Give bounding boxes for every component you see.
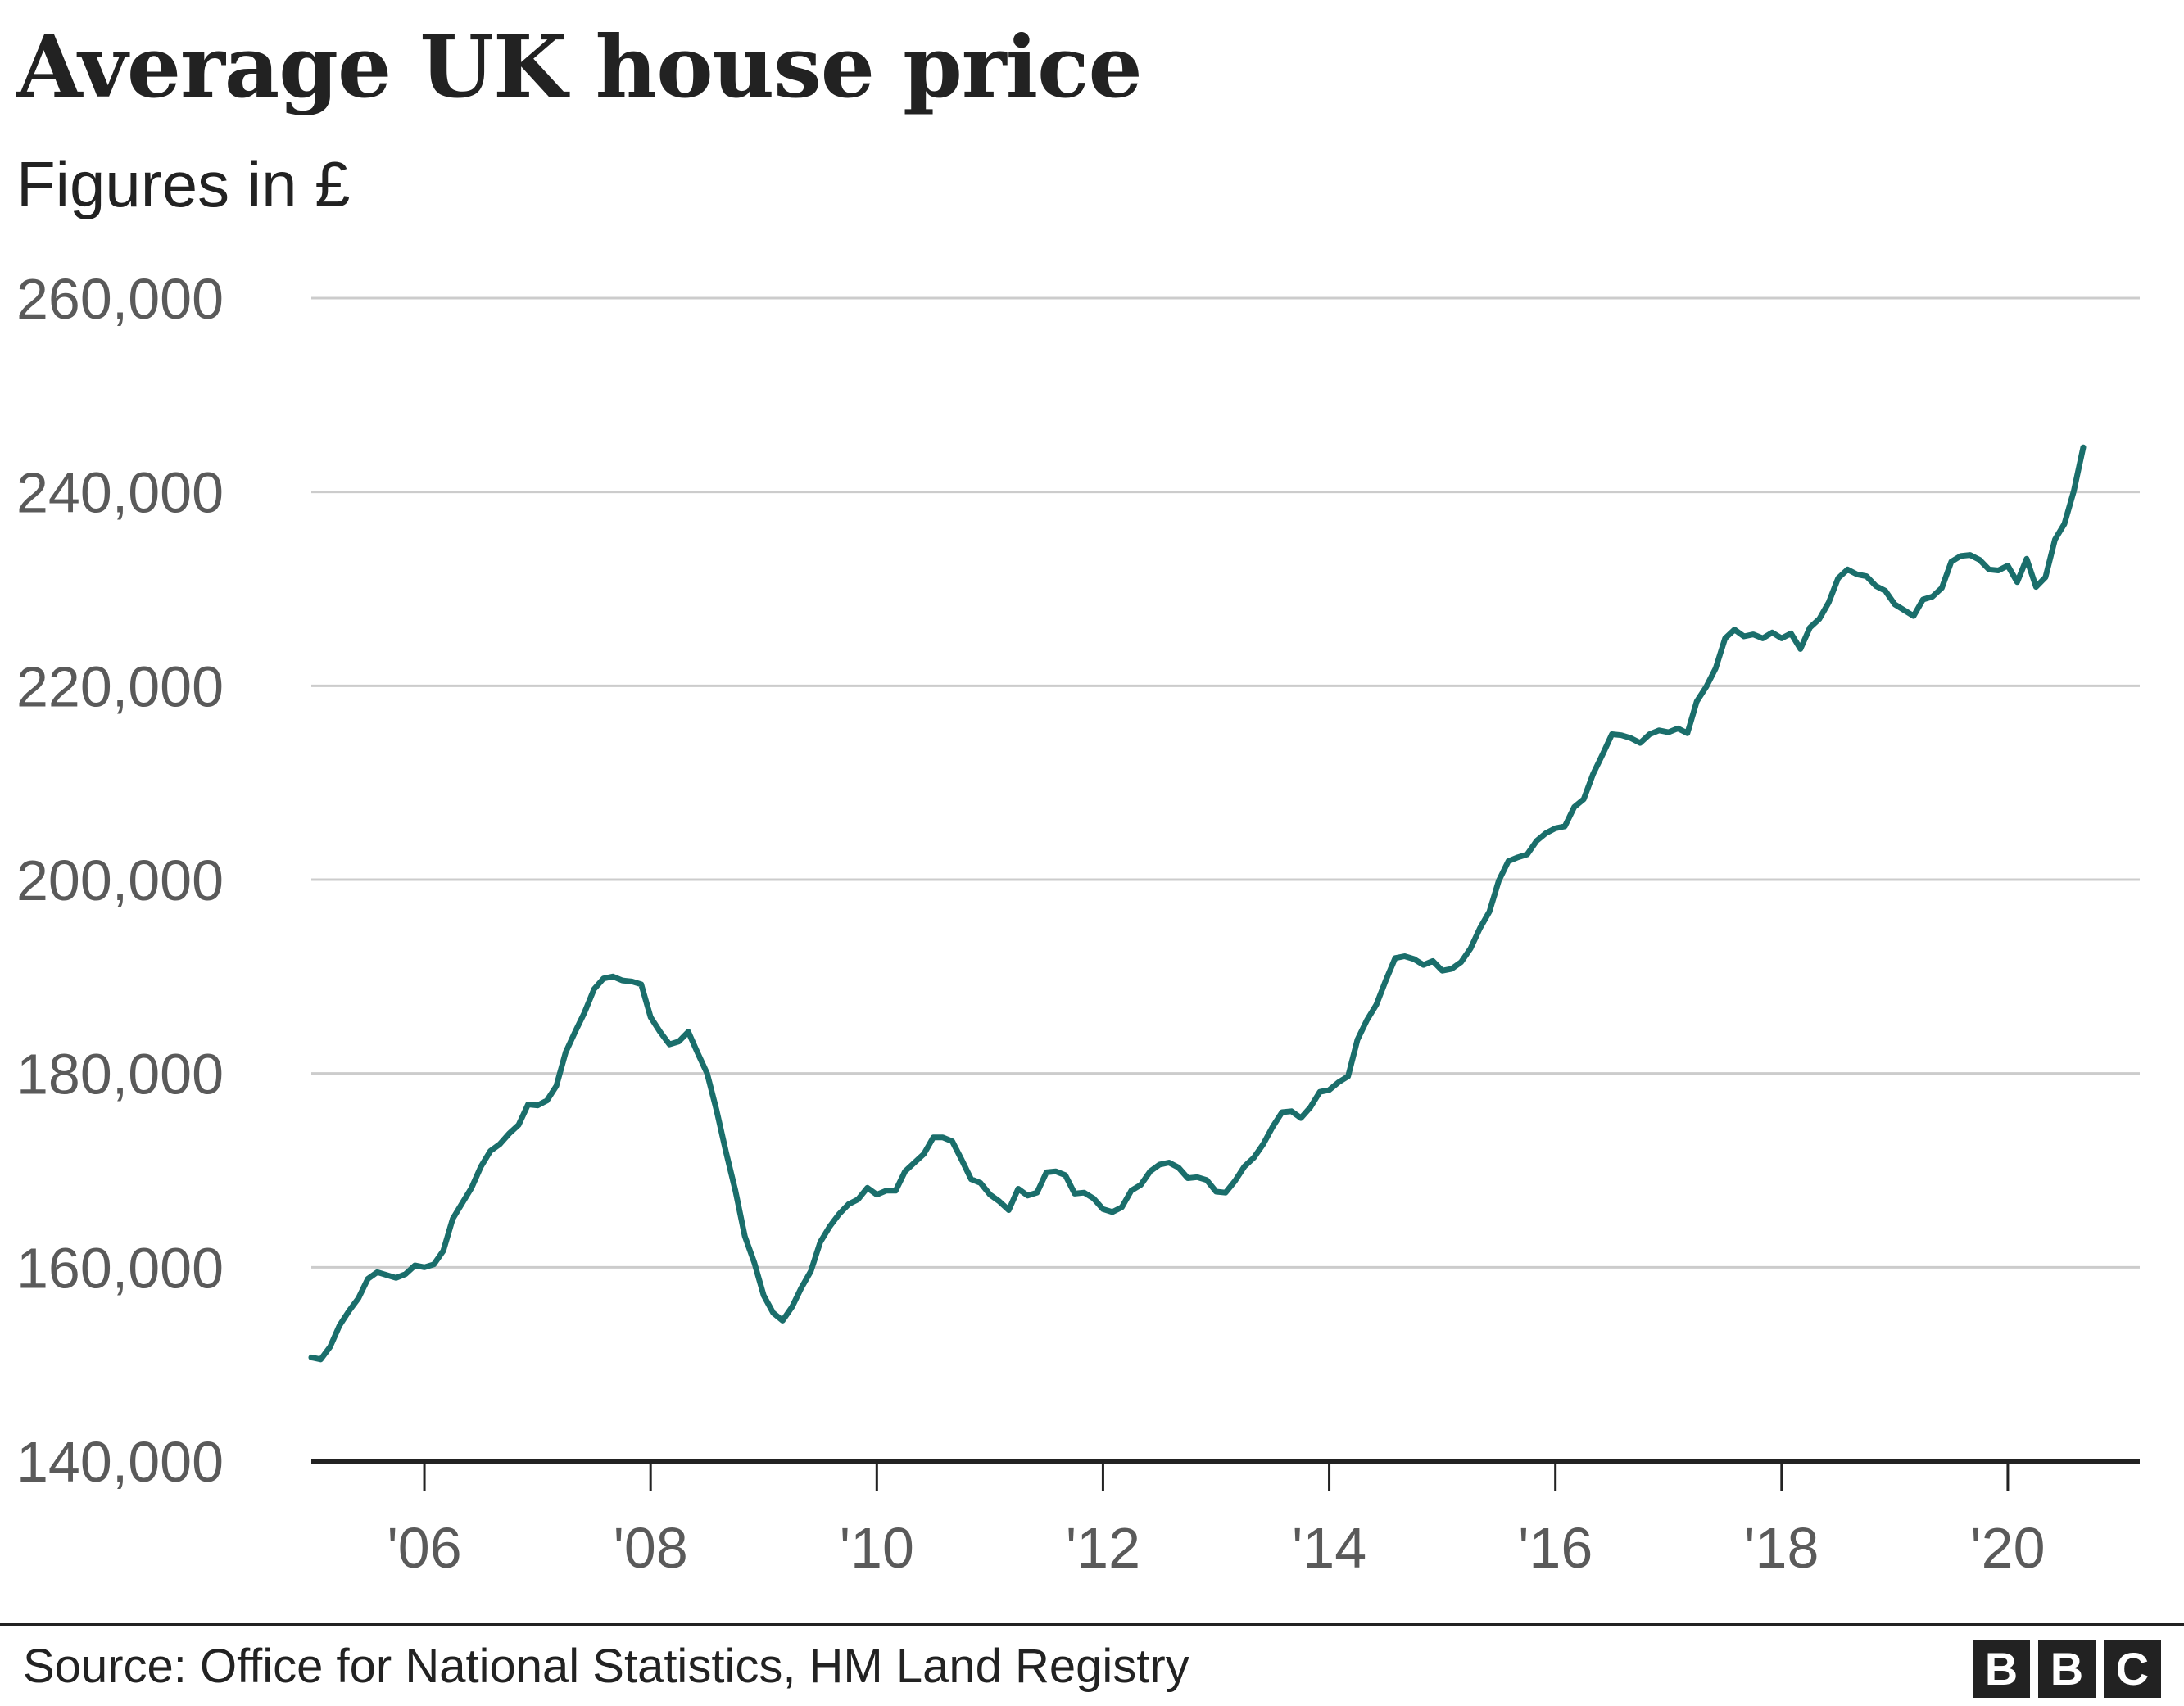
y-axis-tick-labels: 140,000 160,000 180,000 200,000 220,000 240,0…: [16, 267, 224, 1494]
x-tick-label: '20: [1970, 1516, 2045, 1580]
x-tick-label: '14: [1292, 1516, 1366, 1580]
y-tick-label: 240,000: [16, 461, 224, 525]
y-tick-label: 160,000: [16, 1236, 224, 1300]
bbc-logo-letter-3: C: [2104, 1640, 2161, 1698]
x-tick-label: '16: [1518, 1516, 1593, 1580]
x-tick-label: '08: [614, 1516, 688, 1580]
footer-divider: [0, 1623, 2184, 1626]
x-tick-label: '18: [1744, 1516, 1819, 1580]
x-tick-label: '12: [1066, 1516, 1140, 1580]
bbc-logo-letter-2: B: [2038, 1640, 2096, 1698]
bbc-logo-letter-1: B: [1973, 1640, 2030, 1698]
x-tick-label: '10: [840, 1516, 914, 1580]
chart-subtitle: Figures in £: [16, 148, 351, 220]
y-tick-label: 200,000: [16, 848, 224, 912]
y-tick-label: 220,000: [16, 654, 224, 718]
series-line-average-house-price: [308, 444, 2087, 1363]
chart-title: Average UK house price: [16, 16, 1143, 117]
x-tick-label: '06: [387, 1516, 461, 1580]
gridlines: [311, 296, 2140, 1269]
y-tick-label: 180,000: [16, 1043, 224, 1106]
bbc-logo: B B C: [1973, 1640, 2161, 1698]
source-note: Source: Office for National Statistics, …: [23, 1640, 1189, 1693]
x-axis-ticks: '06 '08 '10 '12 '14 '16 '18 '20: [387, 1461, 2046, 1580]
line-chart: 140,000 160,000 180,000 200,000 220,000 240,0…: [16, 267, 2140, 1580]
y-tick-label: 140,000: [16, 1430, 224, 1494]
y-tick-label: 260,000: [16, 267, 224, 331]
